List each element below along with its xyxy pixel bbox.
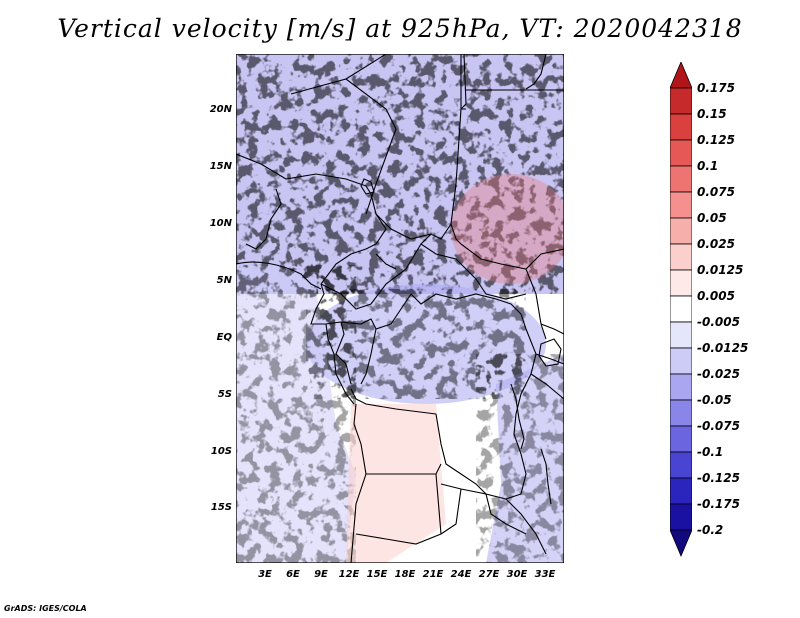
colorbar: [670, 62, 692, 558]
colorbar-segment: [670, 269, 692, 297]
lat-label-10s: 10S: [210, 446, 232, 457]
colorbar-label: -0.005: [697, 315, 740, 329]
colorbar-segment: [670, 191, 692, 219]
colorbar-label: 0.0125: [697, 263, 744, 277]
colorbar-segment: [670, 139, 692, 167]
colorbar-segment: [670, 529, 692, 558]
colorbar-segment: [670, 243, 692, 271]
lat-label-15s: 15S: [210, 502, 232, 513]
colorbar-segment: [670, 295, 692, 323]
colorbar-segment: [670, 373, 692, 401]
lat-label-10n: 10N: [209, 218, 232, 229]
lon-label-21e: 21E: [422, 569, 444, 580]
lon-label-33e: 33E: [534, 569, 556, 580]
colorbar-segment: [670, 165, 692, 193]
colorbar-segment: [670, 425, 692, 453]
lon-label-9e: 9E: [314, 569, 328, 580]
colorbar-label: 0.05: [697, 211, 727, 225]
credit-text: GrADS: IGES/COLA: [4, 604, 87, 613]
colorbar-segment: [670, 503, 692, 531]
colorbar-label: -0.075: [697, 419, 740, 433]
colorbar-label: 0.075: [697, 185, 735, 199]
lon-label-24e: 24E: [450, 569, 472, 580]
colorbar-label: 0.125: [697, 133, 735, 147]
colorbar-label: 0.1: [697, 159, 719, 173]
lat-label-5s: 5S: [217, 389, 232, 400]
colorbar-label: -0.025: [697, 367, 740, 381]
field-congo-red: [306, 289, 526, 399]
colorbar-segment: [670, 321, 692, 349]
lon-label-18e: 18E: [394, 569, 416, 580]
lon-label-6e: 6E: [286, 569, 300, 580]
colorbar-label: 0.175: [697, 81, 735, 95]
colorbar-label: -0.2: [697, 523, 724, 537]
colorbar-segment: [670, 62, 692, 89]
lat-label-eq: EQ: [216, 332, 232, 343]
colorbar-label: 0.005: [697, 289, 735, 303]
colorbar-label: -0.1: [697, 445, 724, 459]
field-north-red: [236, 54, 564, 294]
lon-label-30e: 30E: [506, 569, 528, 580]
colorbar-label: -0.125: [697, 471, 740, 485]
colorbar-segment: [670, 113, 692, 141]
colorbar-label: 0.025: [697, 237, 735, 251]
field-south-red: [346, 404, 446, 563]
country-borders: [236, 54, 564, 563]
lat-label-5n: 5N: [216, 275, 232, 286]
lat-label-15n: 15N: [209, 161, 232, 172]
colorbar-segment: [670, 477, 692, 505]
colorbar-segment: [670, 347, 692, 375]
plot-title: Vertical velocity [m/s] at 925hPa, VT: 2…: [57, 14, 743, 43]
lon-label-3e: 3E: [258, 569, 272, 580]
colorbar-label: -0.0125: [697, 341, 749, 355]
colorbar-segment: [670, 87, 692, 115]
field-ocean-red: [236, 265, 356, 563]
colorbar-label: -0.175: [697, 497, 740, 511]
colorbar-segment: [670, 399, 692, 427]
field-ne-red: [451, 174, 564, 284]
lat-label-20n: 20N: [209, 104, 232, 115]
field-texture-east: [476, 354, 564, 563]
vertical-velocity-map: [236, 54, 564, 563]
lon-label-12e: 12E: [338, 569, 360, 580]
lon-label-27e: 27E: [478, 569, 500, 580]
colorbar-label: 0.15: [697, 107, 727, 121]
colorbar-segment: [670, 451, 692, 479]
colorbar-label: -0.05: [697, 393, 732, 407]
lon-label-15e: 15E: [366, 569, 388, 580]
colorbar-segment: [670, 217, 692, 245]
